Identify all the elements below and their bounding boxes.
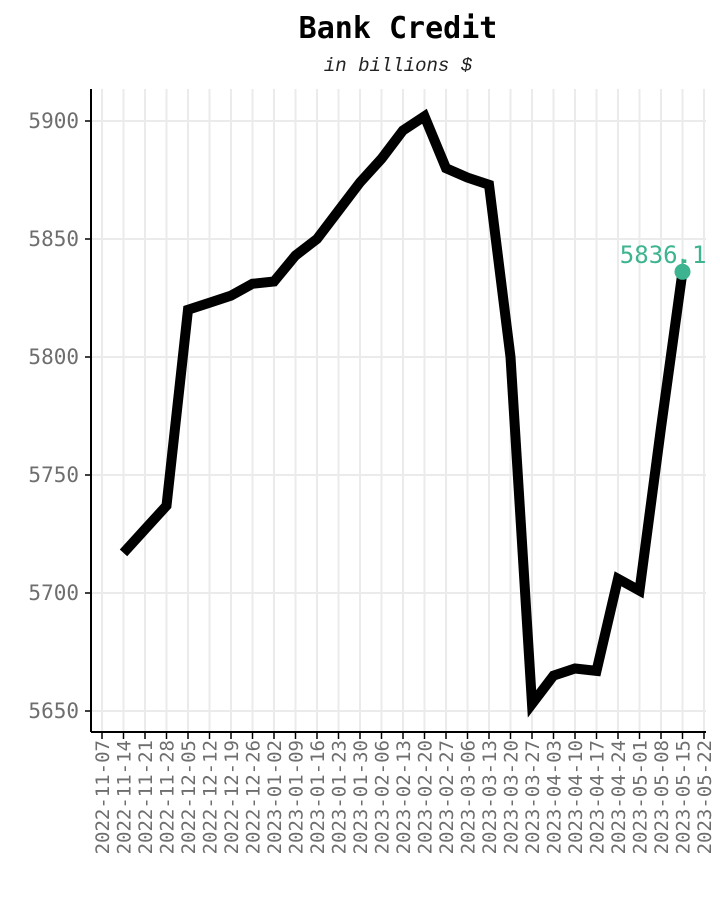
x-tick-label: 2023-04-03	[544, 740, 566, 854]
end-point-marker	[674, 263, 691, 280]
x-tick-label: 2023-02-20	[415, 740, 437, 854]
y-tick-label: 5900	[28, 109, 79, 133]
grid-lines	[91, 89, 706, 732]
y-tick-label: 5850	[28, 227, 79, 251]
series-line	[119, 108, 688, 718]
x-tick-label: 2022-12-05	[178, 740, 200, 854]
x-tick-label: 2022-11-14	[114, 740, 136, 854]
axes	[85, 89, 706, 739]
x-tick-label: 2023-03-20	[501, 740, 523, 854]
y-tick-labels: 5650 5700 5750 5800 5850 5900	[28, 109, 79, 723]
x-tick-label: 2023-03-27	[522, 740, 544, 854]
x-tick-label: 2023-01-02	[264, 740, 286, 854]
x-tick-label: 2023-01-16	[307, 740, 329, 854]
x-tick-label: 2023-05-22	[694, 740, 716, 854]
x-tick-label: 2023-01-23	[329, 740, 351, 854]
y-tick-label: 5700	[28, 581, 79, 605]
x-tick-label: 2022-12-19	[221, 740, 243, 854]
x-tick-label: 2023-04-17	[587, 740, 609, 854]
x-tick-label: 2023-04-24	[608, 740, 630, 854]
x-tick-label: 2022-11-07	[92, 740, 114, 854]
x-tick-label: 2023-05-15	[673, 740, 695, 854]
chart-subtitle: in billions $	[324, 55, 473, 77]
x-tick-label: 2023-02-27	[436, 740, 458, 854]
x-tick-labels: 2022-11-07 2022-11-14 2022-11-21 2022-11-28…	[92, 740, 716, 854]
end-point-label: 5836.1	[620, 241, 707, 269]
x-tick-label: 2023-01-09	[286, 740, 308, 854]
x-tick-label: 2023-05-08	[651, 740, 673, 854]
x-tick-label: 2022-11-21	[135, 740, 157, 854]
end-marker-group: 5836.1	[620, 241, 707, 280]
x-tick-label: 2023-02-06	[372, 740, 394, 854]
x-tick-label: 2022-12-26	[243, 740, 265, 854]
y-tick-label: 5650	[28, 699, 79, 723]
x-tick-label: 2023-04-10	[565, 740, 587, 854]
x-tick-label: 2022-11-28	[157, 740, 179, 854]
chart-title: Bank Credit	[299, 11, 498, 46]
x-tick-label: 2023-03-13	[479, 740, 501, 854]
series-lines	[119, 108, 688, 718]
x-tick-label: 2023-03-06	[458, 740, 480, 854]
y-tick-label: 5750	[28, 463, 79, 487]
x-tick-label: 2023-01-30	[350, 740, 372, 854]
y-tick-label: 5800	[28, 345, 79, 369]
x-tick-label: 2023-02-13	[393, 740, 415, 854]
x-tick-label: 2022-12-12	[200, 740, 222, 854]
x-tick-label: 2023-05-01	[630, 740, 652, 854]
